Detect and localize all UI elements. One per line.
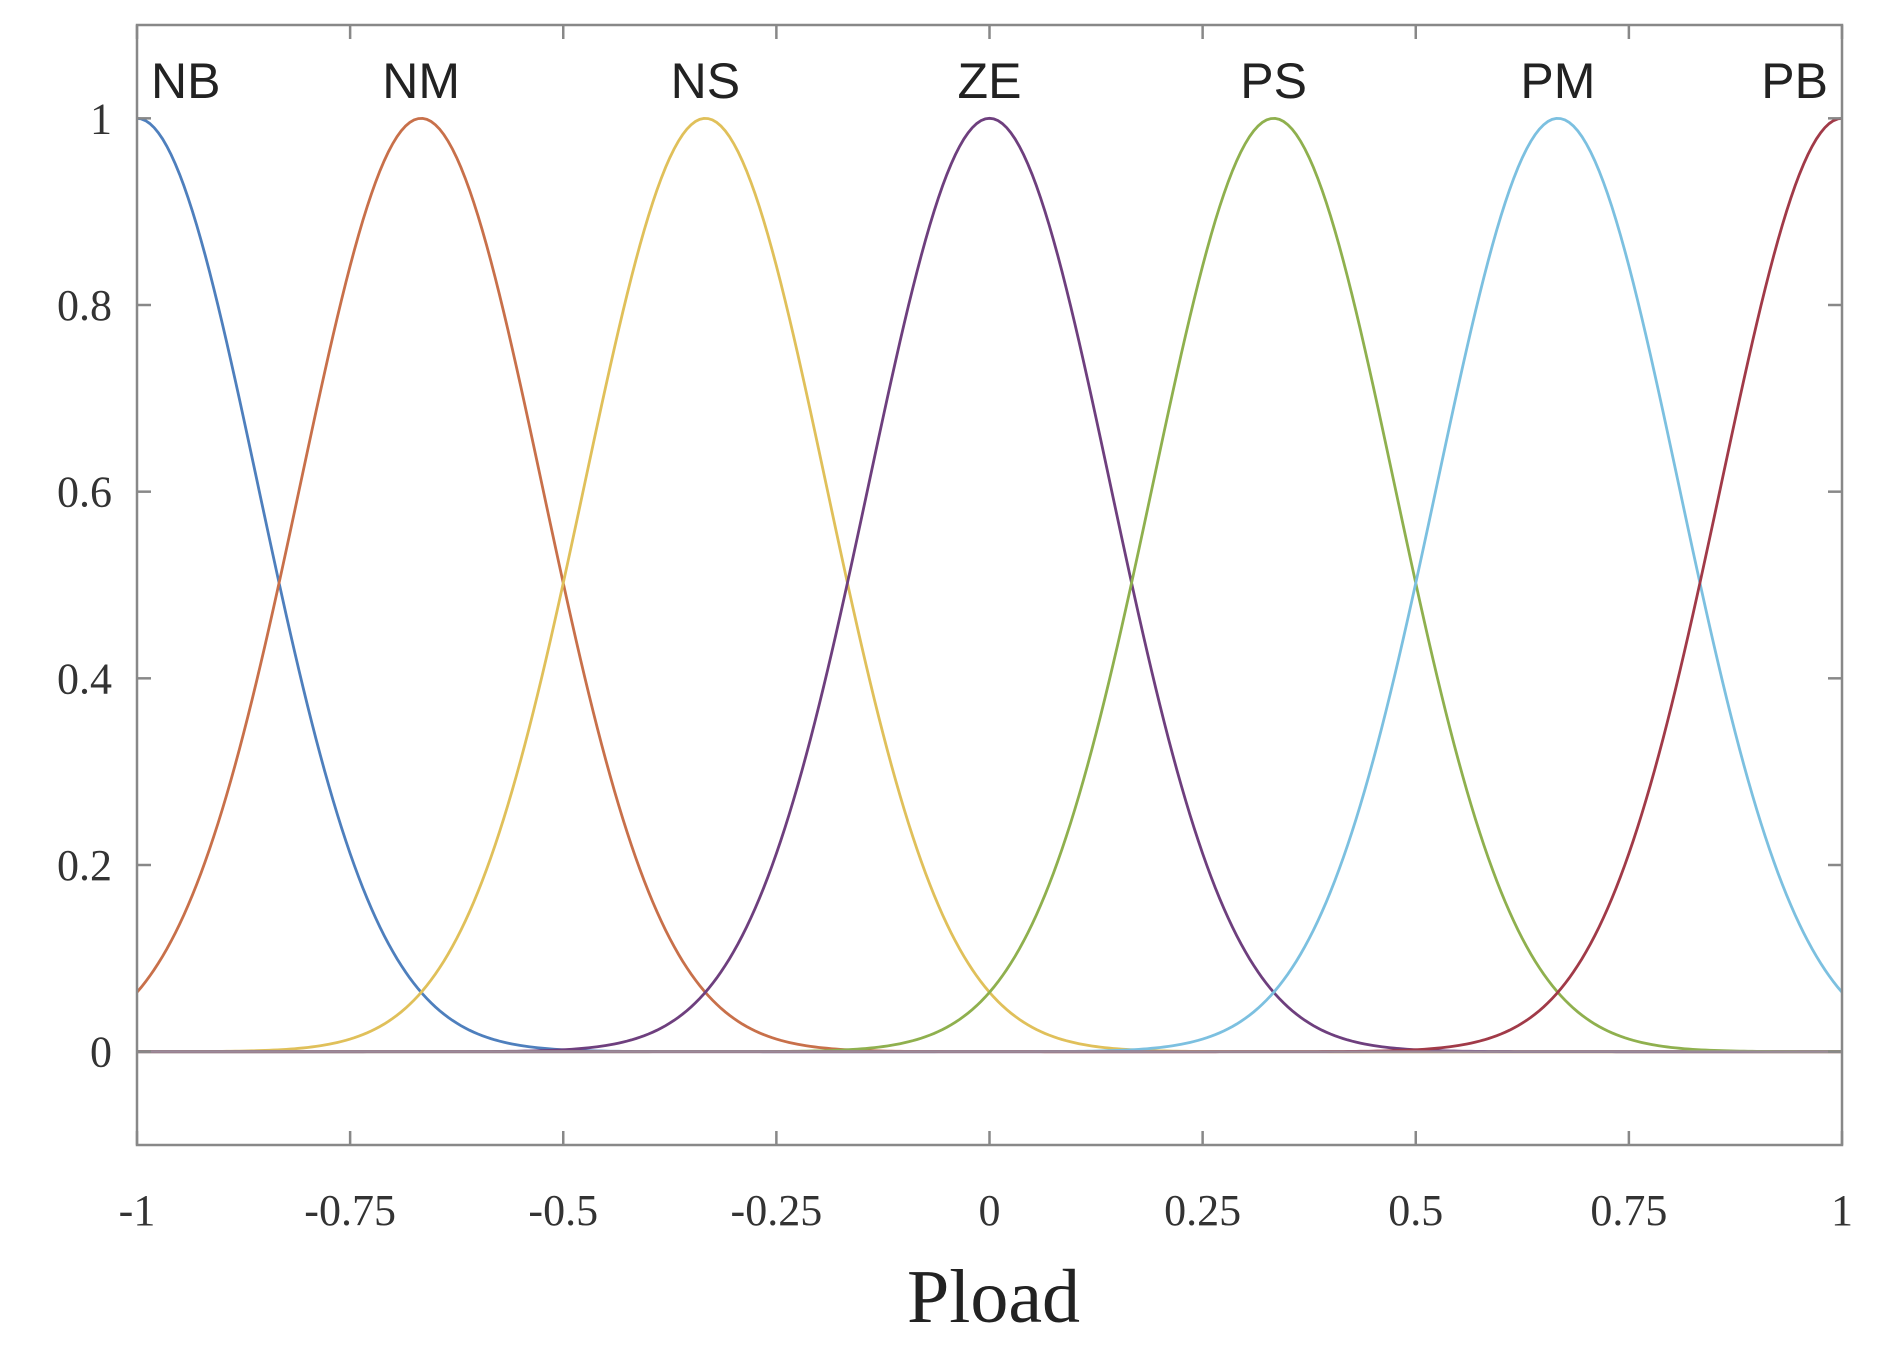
x-tick-label: 0.25 — [1164, 1186, 1241, 1235]
curves-layer — [135, 116, 1844, 1054]
x-tick-label: -0.75 — [304, 1186, 396, 1235]
series-label-nb: NB — [151, 53, 220, 109]
y-tick-label: 0.2 — [57, 841, 112, 890]
series-line-ps — [137, 116, 1842, 1054]
series-line-nb — [136, 116, 1842, 1054]
y-tick-label: 0.8 — [57, 281, 112, 330]
ticks-layer — [135, 25, 1844, 1145]
x-tick-label: -0.5 — [528, 1186, 598, 1235]
y-tick-label: 0.4 — [57, 654, 112, 703]
series-line-ze — [137, 116, 1842, 1054]
x-tick-label: 1 — [1831, 1186, 1853, 1235]
y-tick-label: 0.6 — [57, 468, 112, 517]
series-line-pm — [137, 116, 1844, 1054]
series-line-pb — [137, 116, 1843, 1054]
series-label-pb: PB — [1761, 53, 1828, 109]
series-line-nm — [135, 116, 1842, 1054]
series-label-ps: PS — [1240, 53, 1307, 109]
series-label-ze: ZE — [958, 53, 1022, 109]
x-tick-label: 0 — [979, 1186, 1001, 1235]
y-tick-label: 1 — [90, 94, 112, 143]
y-tick-label: 0 — [90, 1028, 112, 1077]
series-label-nm: NM — [382, 53, 460, 109]
x-tick-label: -1 — [119, 1186, 156, 1235]
plot-frame — [135, 23, 1844, 1147]
series-label-pm: PM — [1520, 53, 1595, 109]
x-tick-label: 0.75 — [1590, 1186, 1667, 1235]
series-line-ns — [137, 116, 1842, 1054]
x-axis-title: Pload — [907, 1255, 1080, 1339]
x-tick-label: 0.5 — [1388, 1186, 1443, 1235]
labels-layer: -1 -0.75 -0.5 -0.25 0 0.25 0.5 0.75 1 0 0.2 0.4 0.6 0… — [57, 53, 1853, 1235]
series-label-ns: NS — [671, 53, 740, 109]
x-tick-label: -0.25 — [731, 1186, 823, 1235]
